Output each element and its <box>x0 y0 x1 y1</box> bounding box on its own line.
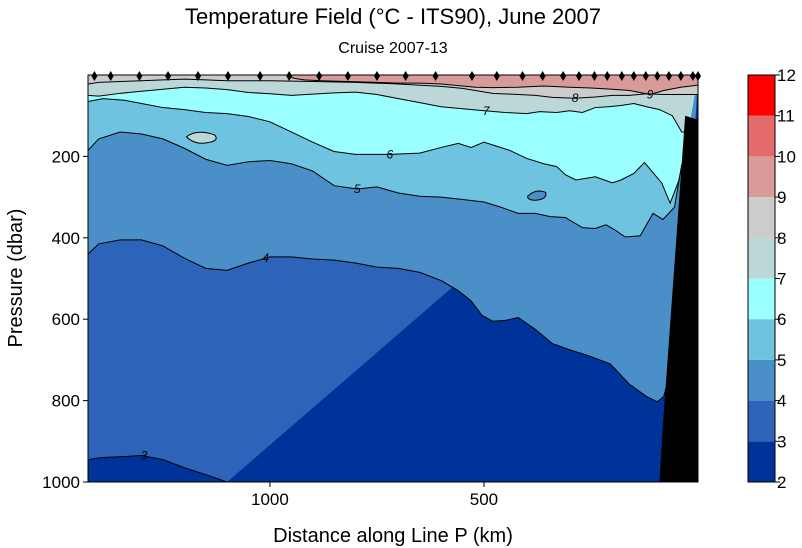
station-marker <box>344 71 351 81</box>
plot-area <box>88 75 698 482</box>
station-marker <box>654 71 661 81</box>
isotherm-8 <box>88 78 698 99</box>
y-tick-label: 1000 <box>42 473 80 492</box>
y-tick-label: 200 <box>52 147 80 166</box>
station-marker <box>539 71 546 81</box>
colorbar-label: 8 <box>777 229 786 248</box>
chart-subtitle: Cruise 2007-13 <box>338 40 448 57</box>
colorbar-label: 4 <box>777 392 786 411</box>
station-marker <box>630 71 637 81</box>
x-tick-label: 1000 <box>251 490 289 509</box>
contour-labels: 3 4 5 6 7 8 9 <box>141 88 654 463</box>
isotherm-3 <box>88 455 228 482</box>
x-axis: 1000 500 <box>251 482 498 509</box>
colorbar-swatch <box>748 278 775 320</box>
isotherm-5 <box>88 131 683 238</box>
bathymetry <box>659 115 698 482</box>
station-marker <box>257 71 264 81</box>
station-marker <box>373 71 380 81</box>
station-marker <box>665 71 672 81</box>
colorbar-swatch <box>748 441 775 482</box>
colorbar-swatch <box>748 400 775 442</box>
contour-label-3: 3 <box>141 449 148 463</box>
y-axis: 200 400 600 800 1000 <box>42 147 88 492</box>
station-marker <box>575 71 582 81</box>
station-marker <box>432 71 439 81</box>
colorbar-swatch <box>748 237 775 279</box>
contour-label-6: 6 <box>386 147 393 161</box>
station-marker <box>195 71 202 81</box>
contour-label-4: 4 <box>262 251 269 265</box>
contour-label-5: 5 <box>354 182 361 196</box>
contour-label-7: 7 <box>483 104 491 118</box>
station-marker <box>468 71 475 81</box>
station-marker <box>402 71 409 81</box>
chart-title: Temperature Field (°C - ITS90), June 200… <box>185 4 601 29</box>
station-marker <box>286 71 293 81</box>
colorbar-swatch <box>748 156 775 198</box>
station-marker <box>91 71 98 81</box>
colorbar-label: 7 <box>777 270 786 289</box>
colorbar-swatch <box>748 359 775 401</box>
contour-label-8: 8 <box>572 91 579 105</box>
isotherm-7 <box>88 86 688 133</box>
station-marker <box>316 71 323 81</box>
band-above-9 <box>88 75 698 95</box>
station-marker <box>591 71 598 81</box>
station-marker <box>677 71 684 81</box>
station-markers <box>91 71 701 81</box>
x-axis-label: Distance along Line P (km) <box>273 525 513 547</box>
colorbar-label: 9 <box>777 188 786 207</box>
colorbar-swatch <box>748 75 775 116</box>
y-tick-label: 400 <box>52 229 80 248</box>
isotherm-6 <box>88 98 686 205</box>
colorbar-label: 11 <box>777 107 795 126</box>
y-axis-label: Pressure (dbar) <box>5 209 27 348</box>
station-marker <box>604 71 611 81</box>
station-marker <box>136 71 143 81</box>
station-marker <box>224 71 231 81</box>
colorbar-label: 6 <box>777 310 786 329</box>
x-tick-label: 500 <box>470 490 498 509</box>
colorbar-label: 10 <box>777 147 796 166</box>
colorbar-label: 5 <box>777 351 786 370</box>
colorbar-swatch <box>748 115 775 157</box>
eddy-warm <box>185 131 217 144</box>
station-marker <box>560 71 567 81</box>
colorbar-label: 2 <box>777 473 786 492</box>
plot-frame <box>87 74 699 483</box>
contour-label-9: 9 <box>647 88 654 102</box>
colorbar-label: 12 <box>777 66 796 85</box>
isotherm-4 <box>88 239 685 403</box>
eddy-cool <box>527 190 547 201</box>
station-marker <box>519 71 526 81</box>
station-marker <box>107 71 114 81</box>
station-marker <box>618 71 625 81</box>
station-marker <box>165 71 172 81</box>
y-tick-label: 800 <box>52 392 80 411</box>
colorbar: 2 3 4 5 6 7 8 9 10 11 12 <box>747 66 796 492</box>
station-marker <box>493 71 500 81</box>
colorbar-swatch <box>748 319 775 360</box>
station-marker <box>642 71 649 81</box>
station-marker <box>689 71 696 81</box>
y-tick-label: 600 <box>52 310 80 329</box>
isotherm-9 <box>88 75 698 96</box>
colorbar-swatch <box>748 197 775 238</box>
colorbar-label: 3 <box>777 432 786 451</box>
